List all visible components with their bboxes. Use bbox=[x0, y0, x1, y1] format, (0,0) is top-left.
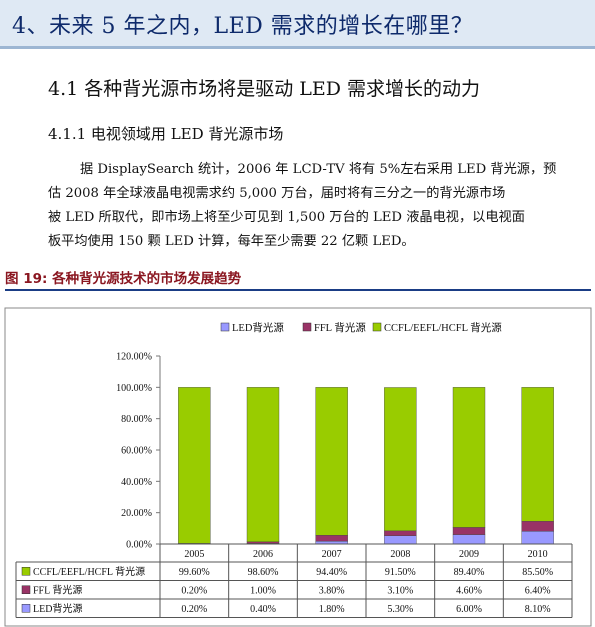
x-tick-label: 2006 bbox=[253, 549, 273, 560]
data-label: 1.00% bbox=[250, 585, 276, 596]
y-tick-label: 100.00% bbox=[116, 383, 152, 394]
y-tick-label: 20.00% bbox=[121, 508, 152, 519]
data-label: 91.50% bbox=[385, 567, 416, 578]
y-tick-label: 60.00% bbox=[121, 446, 152, 457]
paragraph-line: 据 DisplaySearch 统计，2006 年 LCD-TV 将有 5%左右… bbox=[80, 162, 557, 177]
paragraph-line: 被 LED 所取代，即市场上将至少可见到 1,500 万台的 LED 液晶电视，… bbox=[48, 210, 525, 225]
table-row-label: FFL 背光源 bbox=[33, 583, 82, 596]
bar-segment bbox=[521, 531, 554, 545]
section-title: 4.1 各种背光源市场将是驱动 LED 需求增长的动力 bbox=[48, 78, 481, 100]
header-bar: 4、未来 5 年之内，LED 需求的增长在哪里？ bbox=[0, 0, 595, 49]
bar-segment bbox=[384, 387, 417, 532]
subsection-title: 4.1.1 电视领域用 LED 背光源市场 bbox=[48, 125, 284, 143]
table-row-label: CCFL/EEFL/HCFL 背光源 bbox=[33, 565, 145, 578]
legend-swatch bbox=[372, 322, 382, 332]
legend-swatch bbox=[220, 322, 230, 332]
data-label: 4.60% bbox=[456, 585, 482, 596]
bar-segment bbox=[452, 527, 486, 535]
data-label: 94.40% bbox=[316, 567, 347, 578]
x-tick-label: 2007 bbox=[322, 549, 342, 560]
bar-segment bbox=[384, 535, 417, 545]
legend-label: CCFL/EEFL/HCFL 背光源 bbox=[384, 321, 502, 334]
data-label: 6.40% bbox=[525, 585, 551, 596]
bar-segment bbox=[246, 387, 280, 543]
y-tick-label: 120.00% bbox=[116, 352, 152, 363]
data-label: 99.60% bbox=[179, 567, 210, 578]
bar-segment bbox=[384, 530, 417, 536]
table-swatch bbox=[21, 604, 31, 613]
bar-segment bbox=[521, 521, 554, 532]
bar-segment bbox=[315, 535, 348, 542]
data-label: 8.10% bbox=[525, 604, 551, 615]
page-title: 4、未来 5 年之内，LED 需求的增长在哪里？ bbox=[12, 14, 474, 39]
paragraph-line: 板平均使用 150 颗 LED 计算，每年至少需要 22 亿颗 LED。 bbox=[48, 234, 415, 249]
x-tick-label: 2009 bbox=[459, 549, 479, 560]
x-tick-label: 2010 bbox=[528, 549, 548, 560]
stacked-bar-chart: LED背光源 FFL 背光源 CCFL/EEFL/HCFL 背光源 0.00% 20.0… bbox=[4, 307, 592, 627]
data-label: 0.40% bbox=[250, 604, 276, 615]
bar-segment bbox=[452, 387, 486, 528]
paragraph-line: 估 2008 年全球液晶电视需求约 5,000 万台，届时将有三分之一的背光源市… bbox=[48, 186, 506, 201]
figure-title: 图 19: 各种背光源技术的市场发展趋势 bbox=[5, 271, 242, 287]
data-label: 1.80% bbox=[319, 604, 345, 615]
table-row-label: LED背光源 bbox=[33, 602, 82, 615]
bar-segment bbox=[521, 387, 554, 522]
data-label: 85.50% bbox=[522, 567, 553, 578]
legend-swatch bbox=[302, 322, 312, 332]
data-label: 0.20% bbox=[181, 604, 207, 615]
data-label: 3.80% bbox=[319, 585, 345, 596]
x-tick-label: 2008 bbox=[390, 549, 410, 560]
figure-rule bbox=[5, 289, 591, 291]
legend-label: FFL 背光源 bbox=[314, 321, 366, 334]
data-label: 3.10% bbox=[387, 585, 413, 596]
data-label: 6.00% bbox=[456, 604, 482, 615]
table-swatch bbox=[21, 585, 31, 594]
data-label: 98.60% bbox=[248, 567, 279, 578]
legend-label: LED背光源 bbox=[232, 321, 284, 334]
y-tick-label: 40.00% bbox=[121, 477, 152, 488]
y-tick-label: 80.00% bbox=[121, 414, 152, 425]
data-label: 5.30% bbox=[387, 604, 413, 615]
table-swatch bbox=[21, 567, 31, 576]
data-label: 0.20% bbox=[181, 585, 207, 596]
x-tick-label: 2005 bbox=[184, 549, 204, 560]
bar-segment bbox=[246, 541, 280, 544]
data-label: 89.40% bbox=[454, 567, 485, 578]
chart-frame bbox=[4, 307, 592, 627]
y-tick-label: 0.00% bbox=[126, 540, 152, 551]
bar-segment bbox=[178, 387, 211, 544]
bar-segment bbox=[452, 534, 486, 545]
body-paragraph: 据 DisplaySearch 统计，2006 年 LCD-TV 将有 5%左右… bbox=[48, 158, 588, 254]
bar-segment bbox=[315, 387, 348, 536]
